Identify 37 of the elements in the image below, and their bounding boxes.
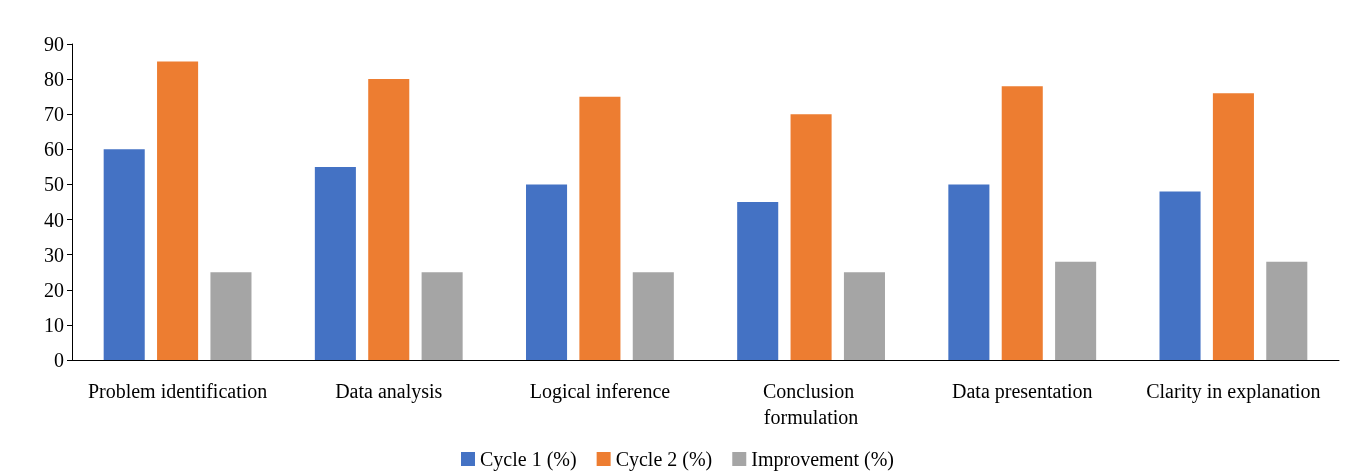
bar [421,272,463,360]
bar [790,114,832,360]
y-tick-label: 80 [44,68,64,91]
x-tick-label: Data presentation [952,380,1093,403]
x-tick-label: Conclusion formulation [763,380,860,428]
bar [1055,261,1097,360]
legend-label: Improvement (%) [751,448,894,471]
x-tick-label: Logical inference [529,380,671,403]
bar [1159,191,1201,360]
bar [157,61,199,360]
y-tick-label: 90 [44,33,64,55]
y-tick-label: 50 [44,173,64,196]
x-tick-label: Clarity in explanation [1146,380,1321,403]
x-tick-label: Problem identification [87,380,268,402]
y-tick-label: 70 [44,103,64,126]
x-tick-label: Data analysis [335,380,443,403]
bar [314,166,356,360]
bar [579,96,621,360]
bar [948,184,990,360]
bar [843,272,885,360]
bar [368,79,410,360]
bar [1212,93,1254,360]
y-tick-label: 20 [44,278,64,301]
bar [737,202,779,360]
y-tick-label: 0 [54,349,64,371]
bar [632,272,674,360]
bar [103,149,145,360]
y-tick-label: 30 [44,243,64,266]
bar [1266,261,1308,360]
y-tick-label: 40 [44,208,64,231]
legend-label: Cycle 1 (%) [480,448,577,471]
legend-label: Cycle 2 (%) [615,448,713,471]
bar [1001,86,1043,360]
bar [526,184,568,360]
bar [210,272,252,360]
y-tick-label: 10 [44,313,64,336]
y-tick-label: 60 [44,138,64,161]
